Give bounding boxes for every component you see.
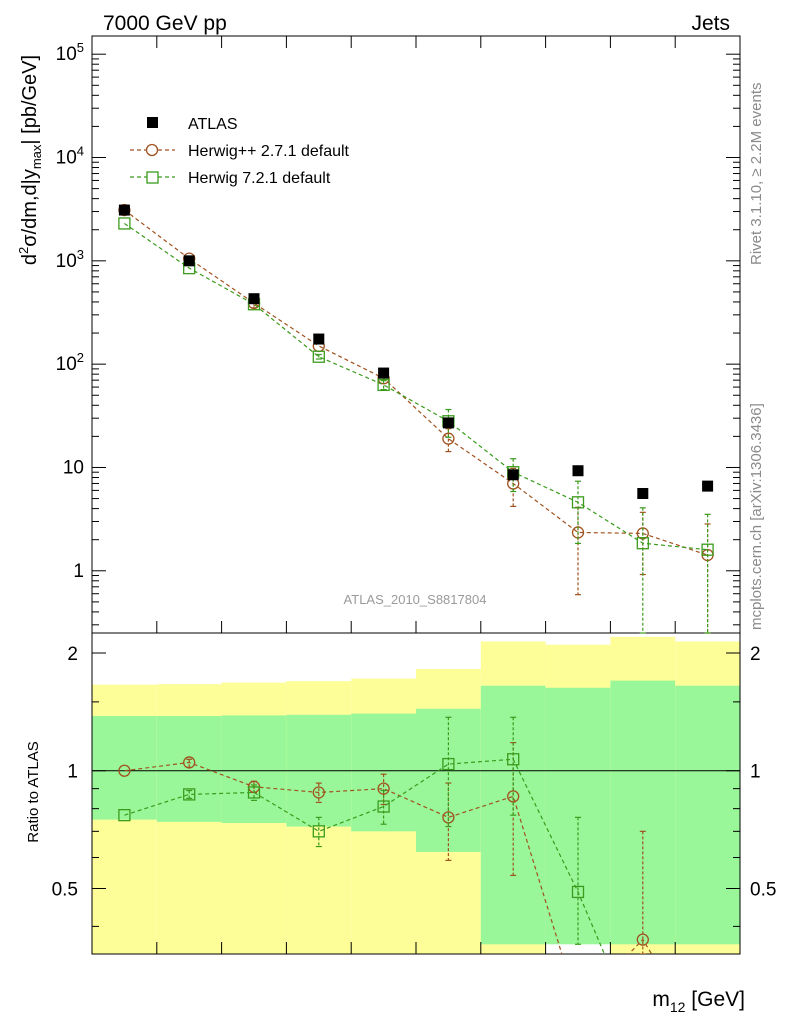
- data-point: [377, 800, 390, 813]
- atlas-data-point: [442, 417, 454, 429]
- legend-herwig-pp-marker: [145, 143, 159, 157]
- atlas-data-point: [572, 465, 584, 477]
- data-point: [507, 790, 520, 803]
- mcplots-reference-label: mcplots.cern.ch [arXiv:1306.3436]: [748, 403, 765, 630]
- atlas-data-point: [702, 480, 714, 492]
- atlas-data-point: [183, 255, 195, 267]
- data-point: [118, 217, 131, 230]
- legend: ATLAS Herwig++ 2.7.1 default Herwig 7.2.…: [130, 116, 350, 187]
- inner-band-segment: [610, 680, 676, 945]
- legend-herwig-pp-label: Herwig++ 2.7.1 default: [188, 143, 350, 160]
- series-line: [124, 209, 708, 556]
- atlas-data-point: [378, 367, 390, 379]
- main-y-axis-title: d2σ/dm,d|ymax| [pb/GeV]: [16, 55, 44, 265]
- ratio-y-axis-title: Ratio to ATLAS: [25, 741, 42, 842]
- series-line: [124, 222, 708, 551]
- plot-right-title: Jets: [691, 12, 730, 35]
- series-line: [124, 761, 653, 954]
- main-y-tick-label: 1: [73, 561, 84, 582]
- main-y-tick-label: 103: [56, 247, 84, 272]
- ratio-y-tick-label-right: 1: [750, 762, 761, 783]
- main-y-tick-label: 105: [56, 40, 84, 65]
- ratio-y-tick-label-left: 1: [67, 762, 78, 783]
- inner-band-segment: [221, 715, 287, 824]
- data-point: [183, 756, 196, 769]
- rivet-version-label: Rivet 3.1.10, ≥ 2.2M events: [748, 83, 765, 266]
- data-point: [636, 933, 649, 946]
- data-point: [118, 808, 131, 822]
- data-point: [312, 825, 325, 838]
- analysis-id-label: ATLAS_2010_S8817804: [344, 592, 487, 607]
- atlas-data-point: [637, 487, 649, 499]
- data-point: [571, 496, 585, 509]
- x-axis-title: m12 [GeV]: [652, 988, 745, 1015]
- ratio-y-axis: 2 2 1 1 0.5 0.5: [52, 644, 776, 927]
- legend-atlas-label: ATLAS: [188, 116, 238, 133]
- main-series-layer: [118, 203, 714, 634]
- main-y-tick-label: 10: [63, 457, 84, 478]
- data-point: [507, 753, 520, 766]
- data-point: [701, 543, 714, 556]
- series-line: [124, 758, 606, 954]
- ratio-y-tick-label-left: 2: [67, 644, 78, 665]
- inner-band-segment: [545, 687, 611, 945]
- inner-band-segment: [351, 713, 416, 832]
- ratio-y-tick-label-right: 2: [750, 644, 761, 665]
- data-point: [636, 537, 649, 550]
- atlas-data-point: [118, 204, 130, 216]
- plot-left-title: 7000 GeV pp: [103, 12, 227, 35]
- data-point: [312, 786, 325, 799]
- x-axis-ticks: [156, 36, 676, 954]
- data-point: [377, 378, 390, 392]
- main-y-tick-label: 104: [56, 144, 84, 169]
- legend-herwig7-marker: [146, 171, 159, 184]
- ratio-series-layer: [118, 716, 653, 954]
- main-y-tick-label: 102: [56, 350, 84, 375]
- data-point: [247, 786, 261, 799]
- data-point: [571, 885, 585, 899]
- ratio-y-tick-label-left: 0.5: [52, 879, 78, 900]
- atlas-data-point: [507, 469, 519, 481]
- data-point: [312, 350, 325, 363]
- inner-band-segment: [156, 716, 222, 822]
- ratio-uncertainty-bands: [92, 636, 740, 954]
- data-point: [442, 432, 455, 445]
- atlas-data-point: [248, 293, 260, 305]
- legend-atlas-marker: [147, 117, 158, 128]
- data-point: [118, 764, 131, 777]
- atlas-data-point: [313, 333, 325, 345]
- data-point: [377, 782, 390, 795]
- data-point: [442, 757, 455, 771]
- data-point: [183, 788, 196, 801]
- legend-herwig7-label: Herwig 7.2.1 default: [188, 170, 331, 187]
- inner-band-segment: [675, 685, 740, 945]
- ratio-series-clipped: [118, 716, 653, 954]
- ratio-y-tick-label-right: 0.5: [750, 879, 776, 900]
